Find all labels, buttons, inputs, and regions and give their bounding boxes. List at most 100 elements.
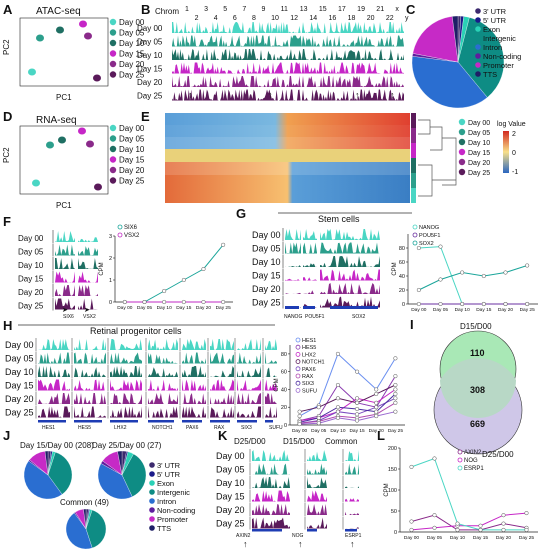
signal-track (74, 393, 106, 404)
legend-label: Promoter (157, 515, 188, 524)
track-label: Day 25 (252, 298, 281, 308)
heatmap-legend-bar (503, 131, 509, 173)
legend-marker (412, 240, 418, 246)
y-axis-label: CPM (384, 483, 390, 496)
signal-track (210, 366, 234, 377)
data-point-hes5 (335, 382, 340, 388)
data-point-pax6 (393, 396, 398, 401)
signal-track (285, 229, 301, 240)
signal-track (320, 296, 380, 308)
legend-label: VSX2 (124, 233, 140, 239)
data-point-rax (393, 400, 398, 405)
arrow-marker: ↑ (355, 90, 360, 100)
signal-track (148, 367, 178, 377)
panel-d-points (32, 127, 102, 191)
panel-label-j: J (3, 428, 10, 443)
data-point-vsx2 (142, 299, 147, 305)
pie-slice-tts (83, 508, 87, 530)
track-label: Day 00 (18, 234, 44, 243)
legend-swatch (149, 489, 155, 495)
signal-track (55, 244, 75, 256)
signal-track (252, 477, 290, 488)
signal-track (320, 269, 380, 281)
data-point-vsx2 (221, 299, 226, 305)
signal-track (148, 379, 178, 391)
pca-point-day15 (79, 20, 87, 28)
signal-track (38, 406, 70, 418)
data-point-vsx2 (201, 299, 206, 305)
signal-track (265, 406, 277, 418)
signal-track (237, 379, 261, 391)
track-label: Day 10 (18, 261, 44, 270)
signal-track (210, 379, 234, 391)
signal-track (345, 463, 359, 475)
data-point-esrp1 (432, 456, 437, 461)
data-point-sox2 (460, 270, 465, 275)
legend-label: Day 25 (119, 177, 145, 186)
y-tick-label: 80 (281, 352, 287, 358)
legend-marker (295, 387, 301, 393)
signal-track (172, 62, 404, 74)
chromosome-label: x (395, 6, 399, 13)
panel-k-tracks (249, 449, 359, 532)
chromosome-label: y (405, 15, 409, 22)
legend-label: PAX6 (302, 367, 316, 373)
signal-track (78, 258, 98, 269)
panel-label-i: I (410, 317, 414, 332)
series-line-six3 (299, 393, 396, 423)
arrow-marker: ↑ (188, 90, 193, 100)
signal-track (210, 406, 234, 418)
panel-c-pie (411, 15, 505, 109)
series-line-axin2 (411, 514, 527, 531)
panel-b-track-labels: Day 00 Day 05 Day 10 Day 15 Day 20 Day 25 (137, 24, 163, 101)
data-point-sox2 (481, 273, 486, 279)
chromosome-label: 10 (271, 15, 279, 22)
pca-point-day25 (94, 183, 102, 191)
pie-slice-tts (117, 450, 123, 476)
track-label: Day 05 (18, 248, 44, 257)
data-point-axin2 (455, 527, 460, 532)
panel-l-chart: 0 50 100 150 200 CPM Day 00 Day 05 Day 10 Day 15 D… (384, 446, 538, 541)
legend-swatch (109, 18, 117, 26)
legend-label: Day 20 (468, 160, 490, 167)
legend-label: 3' UTR (157, 461, 181, 470)
track-label: Day 05 (137, 38, 163, 47)
panel-d-frame (19, 125, 109, 195)
legend-label: NANOG (419, 225, 439, 231)
panel-g-chart: 0 20 40 60 80 CPM Day 00 Day 05 Day 10 Day 15 Day … (392, 224, 538, 313)
gene-arrow-icon: ➤ (62, 307, 68, 314)
data-point-lhx2 (393, 387, 398, 392)
pca-point-day25 (93, 74, 101, 82)
data-point-notch1 (374, 391, 379, 396)
legend-swatch (149, 516, 155, 522)
track-label: Day 05 (5, 354, 34, 364)
y-tick-label: 50 (391, 509, 397, 515)
gene-model (38, 420, 66, 423)
y-tick-label: 20 (281, 405, 287, 411)
data-point-lhx2 (374, 400, 379, 405)
data-point-hes1 (355, 369, 360, 374)
chromosome-label: 2 (195, 15, 199, 22)
data-point-esrp1 (501, 527, 506, 532)
panel-a-frame (19, 17, 109, 87)
arrow-marker: ↑ (268, 90, 273, 100)
panel-label-l: L (377, 428, 385, 443)
data-point-sox2 (416, 287, 421, 293)
legend-label: Day 15 (468, 150, 490, 157)
x-tick-label: Day 20 (196, 305, 212, 311)
signal-track (210, 339, 234, 350)
x-tick-label: Day 00 (117, 305, 133, 311)
track-label: Day 00 (252, 230, 281, 240)
heatmap-row (165, 175, 410, 189)
signal-track (265, 352, 277, 364)
x-tick-label: Day 25 (520, 307, 536, 313)
panel-l: L 0 50 100 150 200 CPM Day 00 Day 05 Day 10 Day 1… (377, 428, 538, 541)
track-label: Day 00 (216, 451, 245, 461)
legend-marker (412, 224, 418, 230)
data-point-nog (409, 527, 414, 532)
pca-point-day20 (84, 32, 92, 40)
y-tick-label: 1 (109, 278, 112, 284)
pie-slice-promoter (412, 16, 459, 63)
pie-slice-intron (411, 56, 488, 109)
